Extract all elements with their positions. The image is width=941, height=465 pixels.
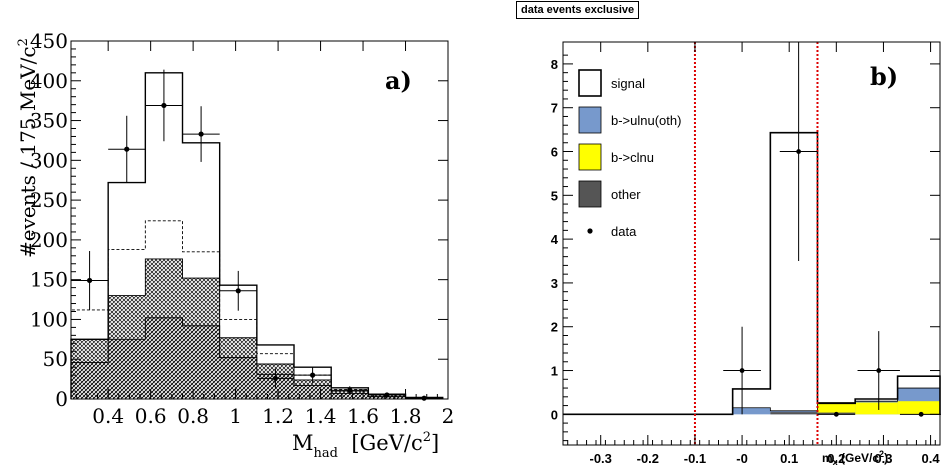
data-point: [86, 277, 93, 284]
y-tick-label: 5: [551, 188, 558, 203]
plot-area-b: [563, 42, 940, 445]
data-point: [124, 146, 130, 152]
data-point: [421, 395, 427, 401]
data-point: [235, 288, 241, 294]
legend-swatch: [578, 143, 602, 171]
data-point: [918, 411, 924, 417]
x-axis-label-close: ]: [431, 431, 439, 455]
bar-clnu: [817, 402, 856, 415]
data-point: [739, 368, 745, 373]
hist-bar-diagonal: [182, 325, 220, 399]
x-tick-label: 0.6: [135, 404, 167, 428]
x-tick-label: 0.3: [874, 451, 892, 465]
legend-label: b->clnu: [611, 150, 654, 165]
x-tick-label: -0.2: [637, 451, 659, 465]
data-point: [876, 368, 882, 373]
x-tick-label: 0.8: [177, 404, 209, 428]
hist-bar-diagonal: [294, 385, 332, 399]
x-axis-label-main: m: [822, 451, 833, 465]
bar-clnu: [855, 402, 898, 415]
data-point: [796, 149, 802, 154]
x-tick-label: 0.2: [827, 451, 845, 465]
y-tick-label: 300: [30, 148, 68, 172]
hist-bar-diagonal: [219, 357, 257, 399]
x-axis-label-sup: 2: [879, 449, 884, 459]
x-tick-label: 0.4: [92, 404, 124, 428]
data-point: [161, 102, 167, 109]
bar-clnu: [897, 401, 940, 415]
data-point: [833, 411, 839, 417]
hist-bar-diagonal: [368, 396, 406, 399]
chart-b: 0 1 2 3 4 5 6 7 8 -0.3 -0.2 -0.1 -0 0.1 0.2 0.3 0.4 b) sig…: [551, 41, 941, 465]
data-point: [347, 387, 353, 393]
legend-swatch: [578, 106, 602, 134]
y-tick-label: 150: [30, 268, 68, 292]
y-tick-label: 8: [551, 57, 558, 72]
panel-label-b: b): [870, 62, 898, 91]
legend-label: signal: [611, 76, 645, 91]
hist-bar-diagonal: [71, 362, 109, 399]
x-tick-label: 1.4: [305, 404, 337, 428]
y-axis-label-text: #events / 175 MeV/c: [16, 46, 40, 258]
x-axis-label-main: M: [292, 431, 314, 455]
data-point: [198, 131, 204, 137]
data-point: [384, 392, 390, 398]
data-point: [272, 375, 279, 381]
legend-swatch: [578, 180, 602, 208]
x-axis-label-unit: [GeV/c: [338, 431, 423, 455]
hist-outline-dashed: [70, 220, 444, 399]
y-axis-label: #events / 175 MeV/c2: [16, 38, 40, 258]
y-axis-label-sup: 2: [16, 38, 31, 46]
x-tick-label: -0.1: [684, 451, 706, 465]
y-tick-label: 250: [30, 188, 68, 212]
x-tick-label: 1.2: [262, 404, 294, 428]
y-tick-label: 350: [30, 109, 68, 133]
panel-label-a: a): [385, 66, 412, 95]
x-tick-label: 0.4: [922, 451, 941, 465]
legend-marker-data: [587, 228, 593, 234]
frame-a: [70, 40, 449, 400]
y-tick-label: 6: [551, 145, 558, 160]
y-tick-label: 50: [43, 347, 68, 371]
y-tick-label: 0: [551, 407, 558, 422]
bar-other: [770, 412, 818, 415]
bar-ulnu: [732, 407, 771, 415]
legend-label: data: [611, 224, 637, 239]
x-tick-label: -0: [736, 451, 748, 465]
y-tick-label: 1: [551, 364, 558, 379]
x-tick-label: 1: [229, 404, 242, 428]
x-tick-label: 2: [442, 404, 455, 428]
legend-label: b->ulnu(oth): [611, 113, 681, 128]
y-tick-label: 3: [551, 276, 558, 291]
x-axis-label-unit: (GeV/c: [838, 451, 880, 465]
y-tick-label: 7: [551, 101, 558, 116]
x-tick-label: -0.3: [589, 451, 611, 465]
legend-label: other: [611, 187, 641, 202]
plot-title: data events exclusive: [516, 1, 640, 19]
y-tick-label: 0: [55, 387, 68, 411]
y-tick-label: 4: [551, 232, 559, 247]
hist-bar-diagonal: [145, 317, 183, 399]
x-tick-label: 0.1: [780, 451, 798, 465]
x-tick-label: 1.8: [390, 404, 422, 428]
x-axis-label-close: ): [884, 451, 888, 465]
x-axis-label: mx (GeV/c2): [822, 449, 888, 465]
y-tick-label: 200: [30, 228, 68, 252]
x-axis-label: Mhad [GeV/c2]: [292, 430, 439, 461]
legend-swatch: [578, 69, 602, 97]
y-tick-label: 100: [30, 307, 68, 331]
y-tick-label: 2: [551, 320, 558, 335]
chart-a: 0 50 100 150 200 250 300 350 400 450 0.4 0.6 0.8 1 1.2…: [16, 29, 454, 461]
hist-bar-diagonal: [331, 393, 369, 399]
hist-bar-diagonal: [108, 339, 146, 399]
frame-b: [562, 41, 941, 446]
x-tick-label: 1.6: [347, 404, 379, 428]
x-axis-label-sub: had: [314, 446, 338, 461]
data-point: [309, 372, 316, 378]
x-axis-label-sup: 2: [423, 430, 431, 445]
y-tick-label: 450: [30, 29, 68, 53]
y-tick-label: 400: [30, 69, 68, 93]
x-axis-label-sub: x: [833, 457, 838, 465]
